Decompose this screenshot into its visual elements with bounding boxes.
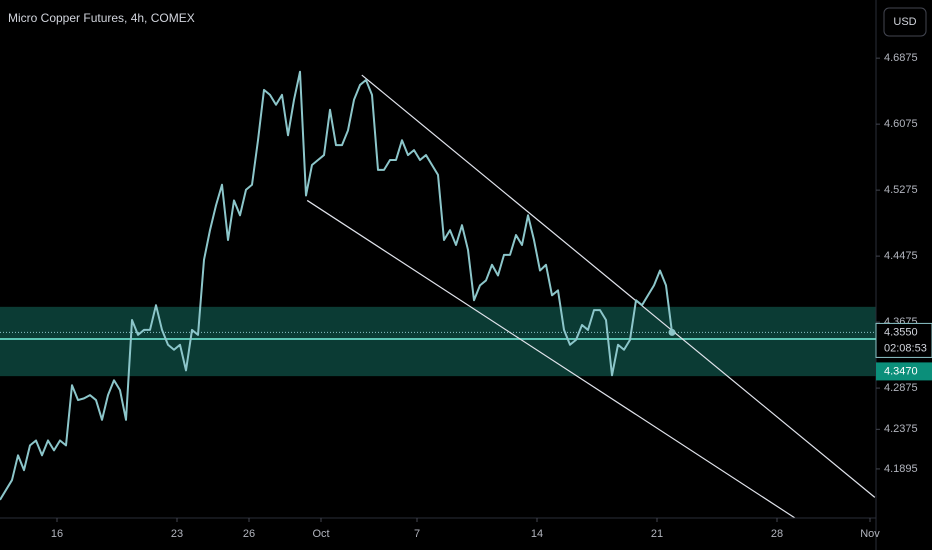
chart-title: Micro Copper Futures, 4h, COMEX <box>8 11 195 25</box>
x-tick-label: Oct <box>312 528 329 540</box>
price-label: 4.3550 <box>884 326 918 338</box>
x-tick-label: 28 <box>771 528 783 540</box>
x-tick-label: 23 <box>171 528 183 540</box>
y-tick-label: 4.4475 <box>884 250 918 262</box>
channel-line <box>361 74 876 498</box>
y-tick-label: 4.6075 <box>884 118 918 130</box>
y-tick-label: 4.5275 <box>884 184 918 196</box>
x-tick-label: 26 <box>243 528 255 540</box>
currency-button[interactable] <box>883 7 927 37</box>
currency-label[interactable]: USD <box>893 16 916 28</box>
y-tick-label: 4.1895 <box>884 463 918 475</box>
level-label: 4.3470 <box>884 365 918 377</box>
x-tick-label: 14 <box>531 528 543 540</box>
price-label-box <box>875 322 932 358</box>
y-tick-label: 4.6875 <box>884 52 918 64</box>
x-tick-label: Nov <box>860 528 880 540</box>
plot-area <box>0 70 876 518</box>
price-line-series <box>0 70 673 501</box>
x-tick-label: 7 <box>414 528 420 540</box>
countdown-label: 02:08:53 <box>884 342 927 354</box>
zone <box>0 306 876 377</box>
last-point <box>668 328 676 336</box>
x-tick-label: 21 <box>651 528 663 540</box>
y-tick-label: 4.2875 <box>884 382 918 394</box>
level-label-box <box>876 362 932 381</box>
y-tick-label: 4.2375 <box>884 423 918 435</box>
x-tick-label: 16 <box>51 528 63 540</box>
channel-line <box>306 199 796 518</box>
